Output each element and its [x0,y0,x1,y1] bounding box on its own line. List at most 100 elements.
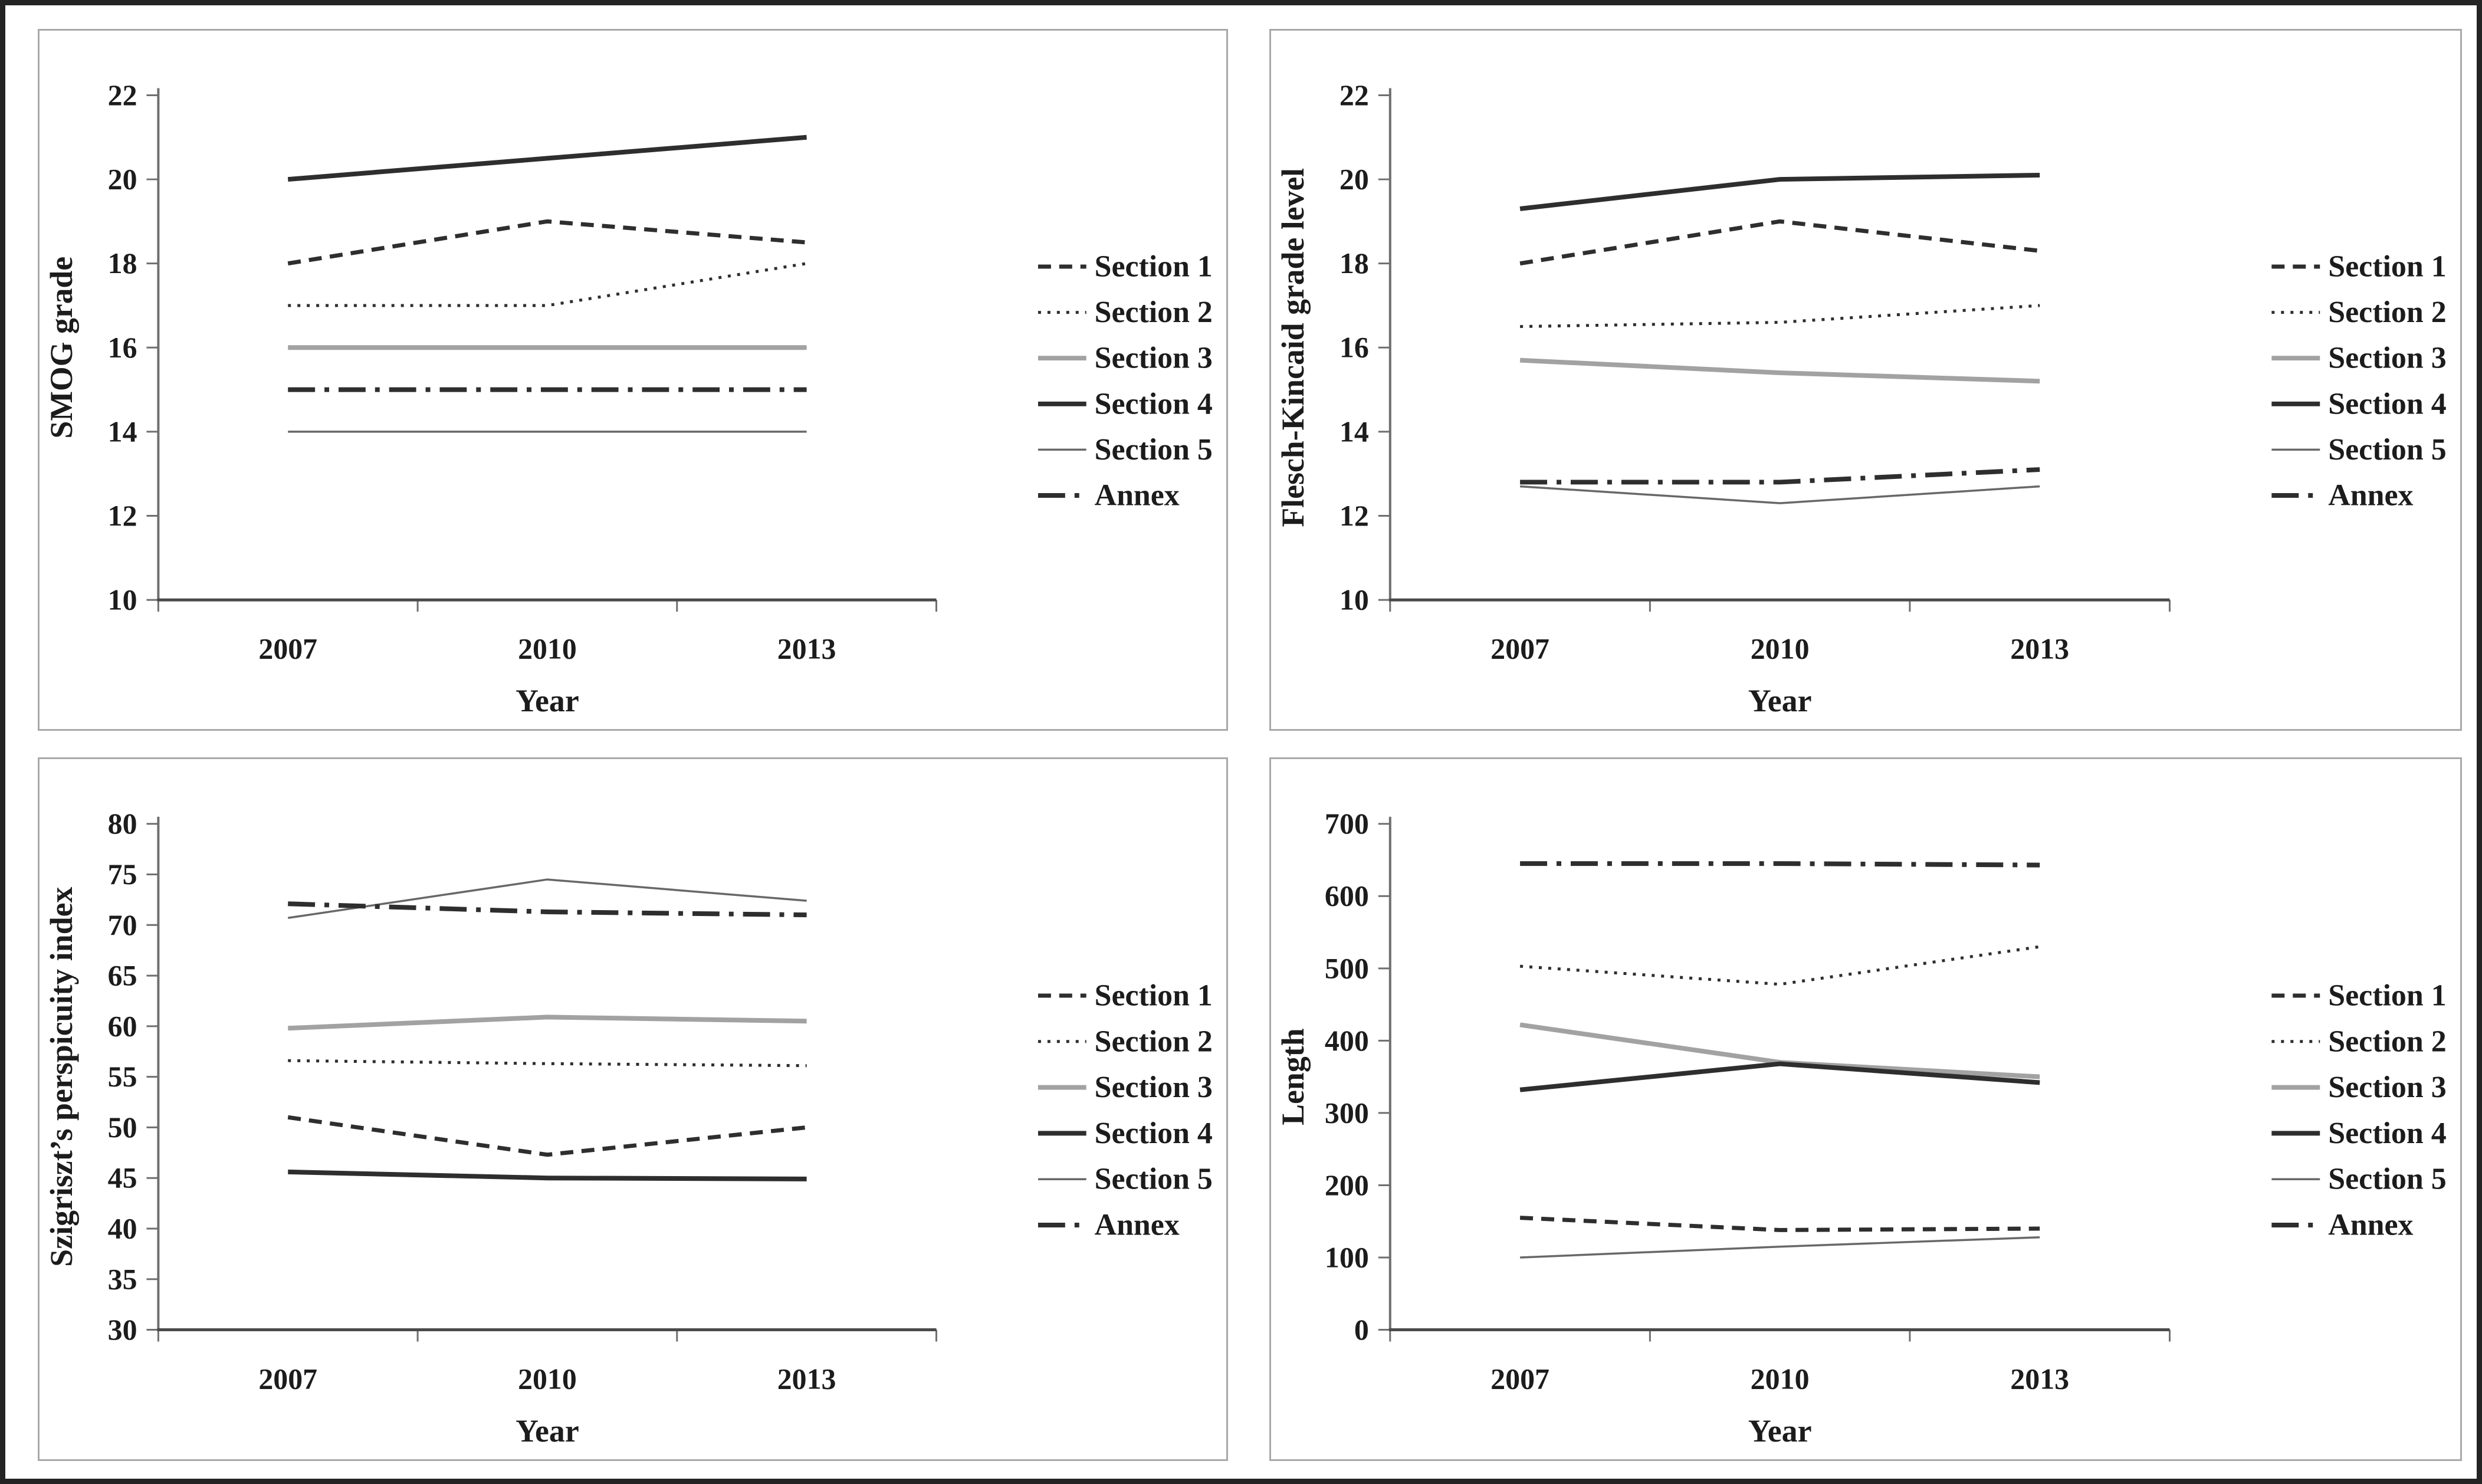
x-tick-label: 2013 [777,1362,836,1395]
y-tick-label: 12 [1340,500,1369,532]
y-tick-label: 200 [1325,1169,1369,1201]
series-line-annex [1520,861,2040,868]
y-tick-label: 16 [108,331,137,364]
x-axis-title: Year [1748,1413,1812,1449]
y-tick-label: 300 [1325,1096,1369,1129]
y-tick-label: 100 [1325,1242,1369,1274]
y-tick-label: 40 [108,1212,137,1245]
y-tick-label: 45 [108,1162,137,1194]
y-tick-label: 14 [108,415,137,448]
y-tick-label: 14 [1340,415,1369,448]
panel-szigriszt: 30 35 40 45 50 55 60 65 70 75 80 2007 2010 2013 Year Sz… [38,757,1228,1461]
series-line-section-1 [1519,1216,2040,1232]
y-tick-label: 50 [108,1111,137,1144]
series-line-section-3 [1519,1022,2040,1079]
y-tick-label: 20 [108,163,137,196]
y-tick-label: 700 [1325,807,1369,840]
x-tick-label: 2010 [1751,633,1810,665]
series-line-section-5 [287,878,807,920]
x-tick-label: 2007 [258,633,317,665]
y-tick-label: 22 [1340,79,1369,111]
legend-label-annex: Annex [2328,479,2413,513]
legend-label-section-2: Section 2 [1095,1025,1213,1058]
panel-smog-grade: 10 12 14 16 18 20 22 2007 2010 2013 Year SMOG grade… [38,29,1228,731]
series-line-section-5 [1520,1236,2040,1259]
series-line-section-1 [287,1115,807,1157]
szigriszt-chart: 30 35 40 45 50 55 60 65 70 75 80 2007 2010 2013 Year Sz… [44,807,1213,1449]
legend-label-section-3: Section 3 [1095,1071,1213,1104]
x-tick-label: 2013 [2010,1362,2069,1395]
y-tick-label: 18 [108,247,137,280]
legend-label-section-3: Section 3 [2328,1071,2446,1104]
series-line-section-2 [1519,945,2040,986]
y-tick-label: 60 [108,1010,137,1042]
smog-grade-chart: 10 12 14 16 18 20 22 2007 2010 2013 Year SMOG grade… [44,79,1213,718]
flesch-kincaid-chart: 10 12 14 16 18 20 22 2007 2010 2013 Year Flesch-Kin… [1275,79,2447,718]
y-tick-label: 12 [108,500,137,532]
legend-label-section-1: Section 1 [2328,250,2447,284]
x-tick-label: 2010 [518,633,577,665]
x-axis-title: Year [516,683,579,718]
y-tick-label: 65 [108,960,137,992]
y-tick-label: 400 [1325,1025,1369,1057]
panel-flesch-kincaid: 10 12 14 16 18 20 22 2007 2010 2013 Year Flesch-Kin… [1269,29,2462,731]
legend-label-section-3: Section 3 [2328,342,2447,375]
series-line-section-4 [1519,1061,2040,1092]
length-chart: 0 100 200 300 400 500 600 700 2007 2010 2013 Year Le… [1275,807,2447,1449]
y-tick-label: 10 [1340,584,1369,616]
y-axis-title: Szigriszt’s perspicuity index [44,887,79,1266]
legend-label-section-5: Section 5 [2328,1163,2446,1196]
legend-label-section-1: Section 1 [2328,979,2446,1013]
series-line-annex [288,901,807,918]
x-tick-label: 2010 [1751,1362,1810,1395]
panel-length: 0 100 200 300 400 500 600 700 2007 2010 2013 Year Le… [1269,757,2462,1461]
x-tick-label: 2007 [1490,1362,1549,1395]
y-tick-label: 0 [1354,1314,1369,1346]
series-line-section-3 [1519,357,2040,384]
legend-label-annex: Annex [2328,1209,2413,1242]
y-tick-label: 80 [108,807,137,840]
series-line-section-2 [288,262,807,307]
legend-label-section-4: Section 4 [2328,1117,2446,1150]
legend-label-section-5: Section 5 [1095,1163,1213,1196]
series-line-section-3 [288,1014,807,1031]
x-axis-title: Year [1748,683,1812,718]
series-line-section-1 [1519,219,2040,266]
legend-label-annex: Annex [1095,479,1180,513]
series-line-annex [1520,467,2040,485]
y-tick-label: 22 [108,79,137,111]
y-tick-label: 55 [108,1061,137,1093]
legend-label-section-4: Section 4 [2328,387,2447,421]
legend-label-section-3: Section 3 [1095,342,1213,375]
legend-label-annex: Annex [1095,1208,1180,1242]
y-tick-label: 600 [1325,880,1369,912]
legend-label-section-1: Section 1 [1095,250,1213,284]
x-tick-label: 2007 [258,1362,317,1395]
series-line-section-4 [1519,172,2040,211]
x-axis-title: Year [516,1413,579,1449]
series-line-section-1 [287,219,807,266]
x-tick-label: 2013 [777,633,836,665]
legend-label-section-5: Section 5 [2328,433,2447,467]
series-line-section-4 [288,1169,807,1181]
y-tick-label: 30 [108,1314,137,1346]
y-tick-label: 500 [1325,952,1369,984]
legend-label-section-5: Section 5 [1095,433,1213,467]
legend-label-section-1: Section 1 [1095,979,1213,1012]
legend-label-section-2: Section 2 [2328,1025,2446,1058]
series-line-section-4 [287,134,807,182]
legend-label-section-2: Section 2 [2328,296,2447,329]
y-tick-label: 16 [1340,331,1369,364]
y-axis-title: Flesch-Kincaid grade level [1275,168,1311,527]
x-tick-label: 2007 [1490,633,1549,665]
y-axis-title: Length [1275,1028,1311,1125]
y-tick-label: 75 [108,858,137,891]
legend-label-section-4: Section 4 [1095,387,1213,421]
y-tick-label: 20 [1340,163,1369,196]
y-tick-label: 10 [108,584,137,616]
x-tick-label: 2013 [2010,633,2069,665]
y-tick-label: 35 [108,1263,137,1295]
y-tick-label: 18 [1340,247,1369,280]
series-line-section-5 [1519,485,2040,504]
series-line-section-2 [1520,304,2040,329]
